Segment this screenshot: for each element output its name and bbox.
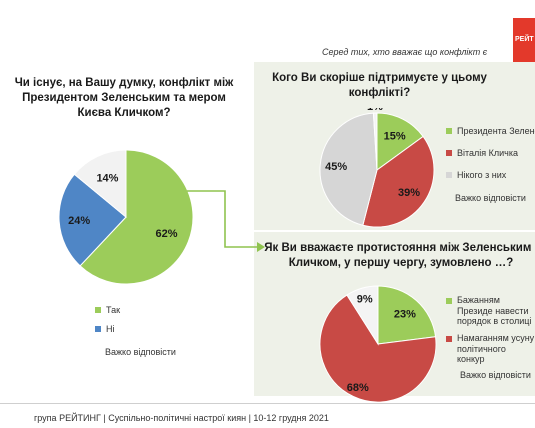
q1-slice-2	[73, 149, 127, 219]
q2-pie-slices	[319, 112, 435, 228]
q2-slice-1	[362, 135, 435, 228]
legend-swatch-zelensky	[446, 128, 452, 134]
q2-label-1: 39%	[398, 187, 420, 199]
legend-label-q2-hard: Важко відповісти	[455, 193, 526, 203]
q2-slice-3	[372, 112, 378, 171]
legend-swatch-rival	[446, 336, 452, 342]
legend-label-q3-hard: Важко відповісти	[460, 370, 531, 380]
footer-divider	[0, 403, 535, 404]
q1-slice-1	[58, 173, 127, 267]
q1-title: Чи існує, на Вашу думку, конфлікт між Пр…	[14, 77, 234, 119]
legend-label-rival: Намаганням усуну політичного конкур	[457, 333, 535, 364]
q3-pie-labels: 23% 68% 9%	[347, 293, 416, 394]
legend-label-none: Нікого з них	[457, 170, 507, 180]
legend-label-tak: Так	[106, 305, 121, 315]
q2-pie-labels: 15% 39% 45% 1%	[325, 108, 420, 199]
q2-label-3: 1%	[367, 108, 383, 113]
q1-pie-labels: 62% 24% 14%	[68, 173, 178, 240]
q3-pie-chart: 23% 68% 9%	[319, 285, 437, 402]
legend-swatch-tak	[95, 307, 101, 313]
brand-logo: РЕЙТ	[513, 18, 535, 68]
q1-label-2: 14%	[96, 173, 118, 185]
legend-swatch-klitschko	[446, 150, 452, 156]
legend-label-zelensky: Президента Зеленс	[457, 126, 535, 136]
q3-slice-0	[377, 285, 437, 345]
q3-slice-2	[346, 285, 379, 346]
q1-slice-0	[79, 149, 194, 285]
q3-pie-slices	[319, 285, 437, 402]
legend-swatch-ni	[95, 326, 101, 332]
q3-slice-1	[319, 294, 437, 402]
q2-slice-0	[376, 112, 424, 171]
q1-label-0: 62%	[155, 228, 177, 240]
legend-label-order: Бажанням Президе навести порядок в столи…	[457, 295, 532, 326]
q1-label-1: 24%	[68, 215, 90, 227]
q3-label-2: 9%	[357, 293, 373, 305]
panel-subtitle: Серед тих, хто вважає що конфлікт є	[322, 47, 488, 57]
legend-label-klitschko: Віталія Кличка	[457, 148, 519, 158]
q2-slice-2	[319, 112, 378, 226]
legend-swatch-order	[446, 298, 452, 304]
q1-pie-slices	[58, 149, 194, 285]
legend-label-hard-to-say: Важко відповісти	[105, 347, 176, 357]
brand-text: РЕЙТ	[515, 36, 534, 43]
footer-text: група РЕЙТИНГ | Суспільно-політичні наст…	[34, 413, 329, 423]
q1-pie-chart: 62% 24% 14%	[58, 149, 194, 285]
q2-label-2: 45%	[325, 161, 347, 173]
q2-title: Кого Ви скоріше підтримуєте у цьому конф…	[272, 72, 487, 99]
q3-label-1: 68%	[347, 382, 369, 394]
q2-pie-chart: 15% 39% 45% 1%	[319, 108, 435, 228]
legend-label-ni: Ні	[106, 324, 115, 334]
q3-label-0: 23%	[394, 309, 416, 321]
q2-label-0: 15%	[384, 130, 406, 142]
connector-arrow	[187, 190, 265, 252]
legend-swatch-none	[446, 172, 452, 178]
q3-title: Як Ви вважаєте протистояння між Зеленськ…	[264, 242, 535, 269]
